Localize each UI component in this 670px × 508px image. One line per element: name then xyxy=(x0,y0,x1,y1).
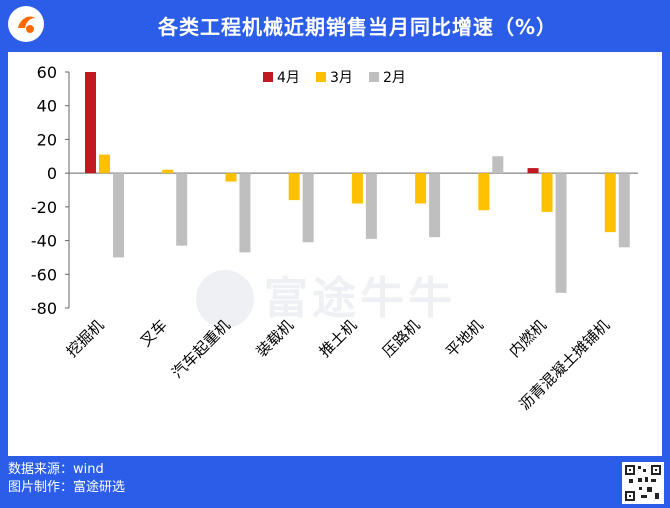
bar-3月-内燃机 xyxy=(541,173,553,212)
bar-2月-汽车起重机 xyxy=(239,173,251,253)
chart-panel: 富途牛牛 60 40 20 0 -20 -40 -60 -80 挖掘机 叉车 汽车起重机 装载机 推土机… xyxy=(8,52,662,456)
bar-3月-装载机 xyxy=(288,173,300,201)
bar-4月-内燃机 xyxy=(527,168,539,174)
x-tick-label: 内燃机 xyxy=(505,316,550,361)
bar-2月-压路机 xyxy=(429,173,441,238)
bar-2月-沥青混凝土摊铺机 xyxy=(618,173,630,248)
legend-swatch xyxy=(263,72,273,82)
watermark-text: 富途牛牛 xyxy=(264,273,456,324)
bar-2月-叉车 xyxy=(176,173,188,246)
y-tick-label: 0 xyxy=(47,164,57,183)
source-note: 数据来源：wind xyxy=(8,462,104,477)
legend-swatch xyxy=(369,72,379,82)
legend-label: 4月 xyxy=(277,70,300,86)
x-tick-label: 推土机 xyxy=(316,316,361,361)
y-tick-label: -40 xyxy=(31,232,57,251)
legend-label: 3月 xyxy=(330,70,353,86)
bar-3月-叉车 xyxy=(162,169,174,174)
legend-label: 2月 xyxy=(383,70,406,86)
y-tick-label: 40 xyxy=(37,97,57,116)
bar-3月-推土机 xyxy=(351,173,363,204)
footer: 数据来源：wind 图片制作：富途研选 xyxy=(8,461,125,497)
producer-note: 图片制作：富途研选 xyxy=(8,480,126,495)
legend-swatch xyxy=(316,72,326,82)
x-tick-label: 压路机 xyxy=(379,316,424,361)
x-tick-label: 叉车 xyxy=(137,316,171,350)
bar-2月-挖掘机 xyxy=(113,173,124,258)
bar-3月-沥青混凝土摊铺机 xyxy=(604,173,616,233)
bar-3月-汽车起重机 xyxy=(225,173,237,182)
page-title: 各类工程机械近期销售当月同比增速（%） xyxy=(157,15,558,39)
x-tick-label: 挖掘机 xyxy=(63,316,108,361)
brand-logo-icon xyxy=(8,6,44,42)
bar-2月-推土机 xyxy=(365,173,377,239)
bar-3月-压路机 xyxy=(415,173,427,204)
watermark-logo-icon xyxy=(196,270,254,328)
y-tick-label: 60 xyxy=(37,63,57,82)
bar-3月-挖掘机 xyxy=(99,154,110,174)
x-tick-label: 装载机 xyxy=(253,316,298,361)
bar-4月-挖掘机 xyxy=(85,72,96,174)
y-tick-label: -20 xyxy=(31,198,57,217)
bar-2月-平地机 xyxy=(492,156,504,174)
y-tick-label: -80 xyxy=(31,299,57,318)
watermark: 富途牛牛 xyxy=(198,262,456,326)
x-tick-label: 汽车起重机 xyxy=(168,316,234,382)
y-tick-label: -60 xyxy=(31,265,57,284)
qr-code-icon xyxy=(622,462,664,504)
y-tick-label: 20 xyxy=(37,130,57,149)
bar-2月-内燃机 xyxy=(555,173,567,293)
header: 各类工程机械近期销售当月同比增速（%） xyxy=(0,0,670,50)
x-tick-label: 平地机 xyxy=(442,316,487,361)
bar-3月-平地机 xyxy=(478,173,490,211)
bar-2月-装载机 xyxy=(302,173,314,243)
